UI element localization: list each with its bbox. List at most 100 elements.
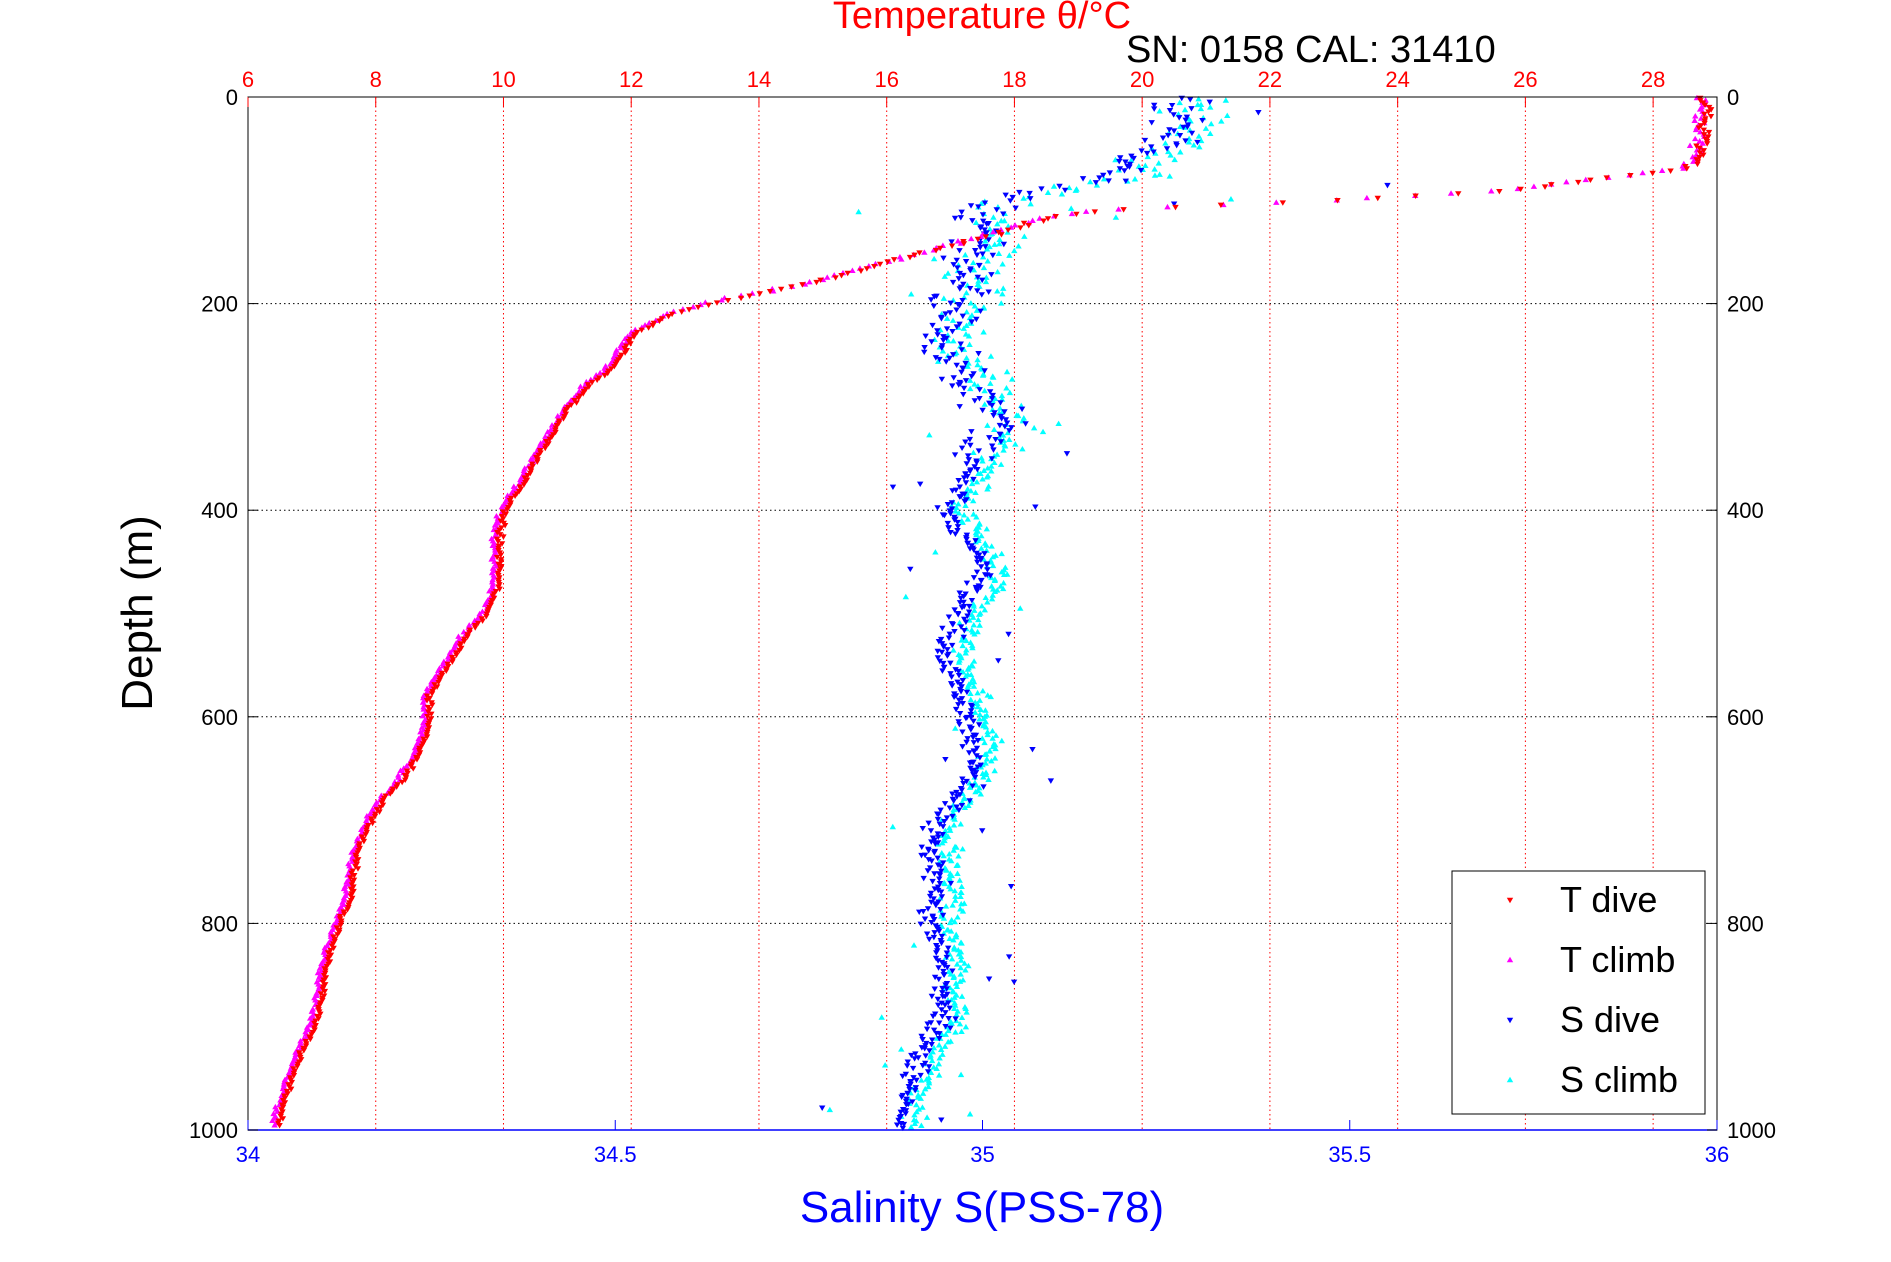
data-point bbox=[369, 820, 376, 827]
series-s-dive bbox=[818, 95, 1391, 1132]
data-point bbox=[344, 907, 351, 913]
data-point bbox=[944, 653, 951, 659]
data-point bbox=[995, 658, 1002, 664]
data-point bbox=[1175, 115, 1183, 121]
data-point bbox=[959, 365, 966, 372]
data-point bbox=[965, 609, 973, 615]
data-point bbox=[1199, 117, 1206, 124]
data-point bbox=[973, 460, 980, 466]
data-point bbox=[923, 931, 931, 938]
data-point bbox=[946, 984, 954, 991]
data-point bbox=[960, 281, 967, 288]
data-point bbox=[979, 735, 986, 741]
data-point bbox=[959, 776, 966, 782]
data-point bbox=[988, 463, 995, 469]
data-point bbox=[1029, 746, 1036, 753]
data-point bbox=[617, 344, 625, 351]
data-point bbox=[998, 737, 1006, 744]
data-point bbox=[1006, 428, 1013, 434]
data-point bbox=[1012, 441, 1019, 447]
data-point bbox=[943, 986, 950, 992]
data-point bbox=[957, 957, 965, 963]
data-point bbox=[972, 219, 980, 225]
data-point bbox=[950, 988, 957, 995]
data-point bbox=[969, 614, 977, 620]
data-point bbox=[990, 374, 997, 380]
data-point bbox=[919, 1104, 926, 1110]
data-point bbox=[1692, 135, 1699, 142]
data-point bbox=[433, 684, 441, 690]
data-point bbox=[916, 250, 923, 256]
data-point bbox=[974, 236, 982, 243]
data-point bbox=[950, 806, 957, 813]
data-point bbox=[978, 545, 985, 551]
data-point bbox=[962, 480, 970, 486]
data-point bbox=[496, 532, 504, 538]
data-point bbox=[954, 238, 962, 244]
data-point bbox=[904, 1091, 911, 1097]
data-point bbox=[951, 607, 958, 613]
data-point bbox=[981, 368, 988, 374]
data-point bbox=[942, 903, 950, 909]
data-point bbox=[956, 877, 963, 883]
data-point bbox=[1188, 130, 1196, 137]
data-point bbox=[923, 1114, 931, 1120]
data-point bbox=[949, 488, 956, 494]
data-point bbox=[496, 586, 503, 593]
data-point bbox=[1694, 161, 1701, 168]
data-point bbox=[474, 620, 482, 627]
data-point bbox=[376, 809, 383, 815]
data-point bbox=[939, 625, 946, 632]
data-point bbox=[534, 459, 541, 465]
tick-labels: 6 8 10 12 14 16 18 20 22 24 26 28 34 34.5 35 35.5 36 0 0 20… bbox=[189, 67, 1776, 1167]
data-point bbox=[956, 721, 963, 728]
sal-tick-label: 35.5 bbox=[1328, 1142, 1371, 1167]
data-point bbox=[976, 716, 983, 722]
data-point bbox=[974, 689, 981, 696]
data-point bbox=[1117, 155, 1124, 161]
data-point bbox=[946, 875, 953, 882]
data-point bbox=[961, 498, 968, 505]
data-point bbox=[988, 468, 995, 474]
data-point bbox=[1171, 156, 1178, 163]
data-point bbox=[957, 689, 965, 695]
data-point bbox=[962, 251, 969, 258]
data-point bbox=[929, 878, 936, 885]
data-point bbox=[537, 440, 544, 446]
data-point bbox=[959, 519, 966, 525]
data-point bbox=[931, 886, 939, 892]
data-point bbox=[966, 784, 974, 790]
data-point bbox=[953, 794, 961, 800]
data-point bbox=[934, 811, 941, 817]
data-point bbox=[1488, 188, 1495, 194]
data-point bbox=[956, 600, 964, 606]
data-point bbox=[1197, 137, 1205, 144]
depth-tick-label-right: 0 bbox=[1727, 85, 1739, 110]
data-point bbox=[970, 749, 978, 755]
data-point bbox=[1176, 99, 1183, 106]
series-t-dive bbox=[274, 95, 1715, 1129]
data-point bbox=[973, 555, 981, 562]
data-point bbox=[962, 715, 970, 722]
data-point bbox=[980, 784, 987, 790]
data-point bbox=[967, 385, 974, 392]
data-point bbox=[907, 566, 914, 573]
data-point bbox=[1667, 168, 1674, 174]
data-point bbox=[962, 619, 970, 625]
data-point bbox=[397, 767, 404, 773]
temp-tick-label: 6 bbox=[242, 67, 254, 92]
data-point bbox=[1003, 385, 1010, 391]
data-point bbox=[1016, 189, 1023, 196]
data-point bbox=[984, 567, 991, 573]
data-point bbox=[952, 1016, 959, 1022]
sal-tick-label: 34.5 bbox=[594, 1142, 637, 1167]
data-point bbox=[965, 333, 973, 339]
data-point bbox=[956, 404, 963, 410]
data-point bbox=[924, 906, 932, 912]
temp-tick-label: 24 bbox=[1385, 67, 1409, 92]
data-point bbox=[942, 1010, 949, 1016]
data-point bbox=[1703, 141, 1711, 147]
data-point bbox=[1188, 106, 1195, 112]
data-point bbox=[905, 1084, 913, 1090]
data-point bbox=[940, 295, 948, 301]
